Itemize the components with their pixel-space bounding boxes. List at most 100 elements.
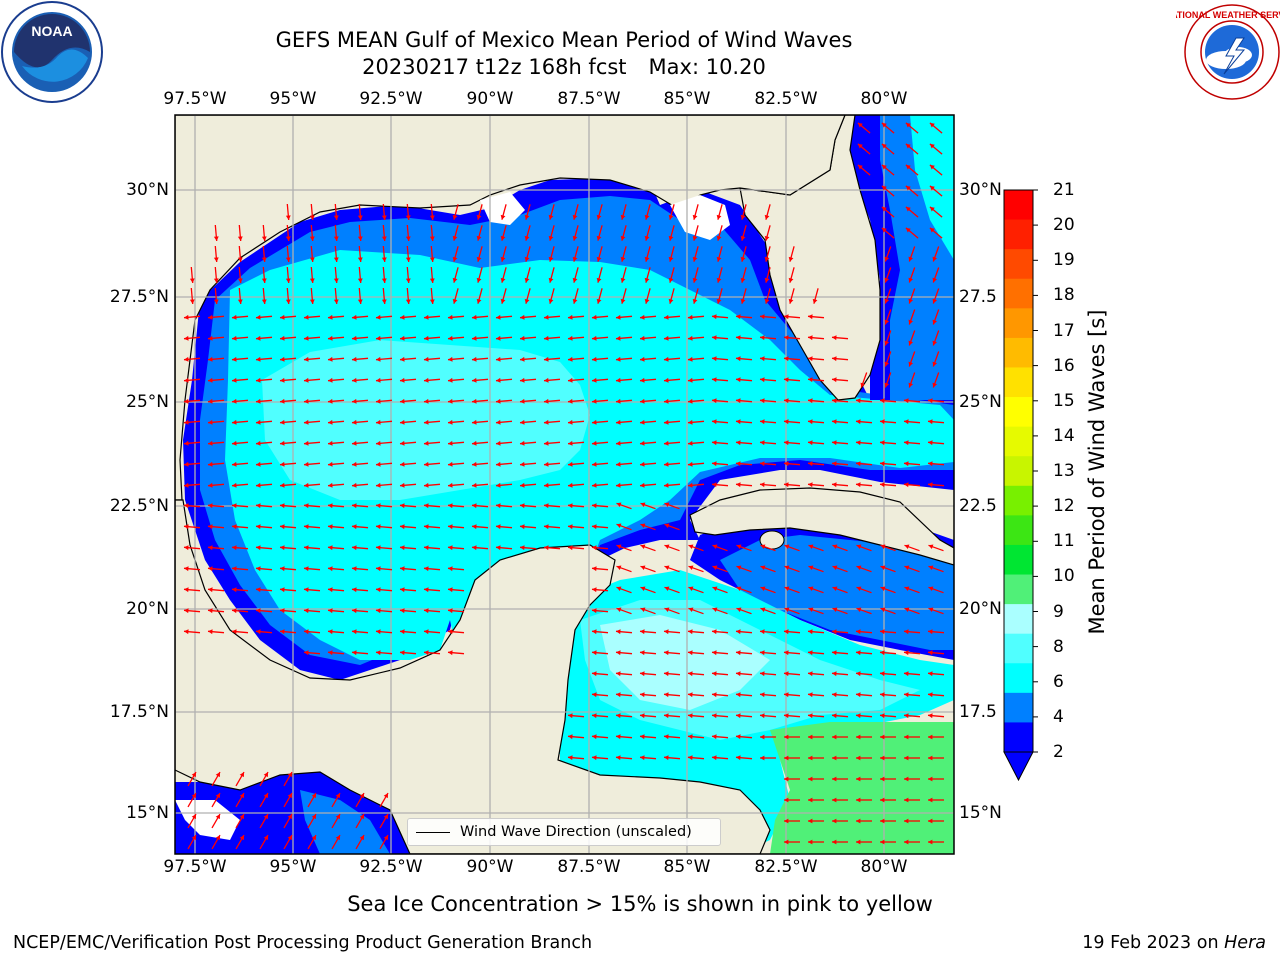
wave-direction-arrow — [279, 503, 297, 509]
wave-direction-arrow — [183, 503, 201, 509]
map-plot-area — [175, 115, 954, 854]
wave-direction-arrow — [231, 356, 249, 362]
wave-direction-arrow — [279, 377, 297, 383]
wave-direction-arrow — [591, 545, 609, 551]
wave-direction-arrow — [928, 755, 944, 761]
wave-direction-arrow — [327, 335, 345, 341]
wave-direction-arrow — [927, 461, 945, 467]
wave-direction-arrow — [932, 351, 940, 367]
wave-direction-arrow — [688, 565, 704, 573]
wave-direction-arrow — [663, 377, 681, 383]
wave-direction-arrow — [879, 461, 897, 467]
wave-direction-arrow — [255, 398, 273, 404]
wave-direction-arrow — [615, 713, 633, 719]
wave-direction-arrow — [255, 461, 273, 467]
wave-direction-arrow — [856, 776, 872, 782]
wave-direction-arrow — [495, 335, 513, 341]
wave-direction-arrow — [735, 755, 753, 761]
wave-direction-arrow — [591, 419, 609, 425]
wave-direction-arrow — [663, 440, 681, 446]
wave-direction-arrow — [880, 586, 896, 594]
wave-direction-arrow — [664, 607, 680, 615]
wave-direction-arrow — [279, 461, 297, 467]
wave-direction-arrow — [908, 309, 916, 325]
wave-direction-arrow — [351, 482, 369, 488]
wave-direction-arrow — [903, 482, 921, 488]
wave-direction-arrow — [375, 587, 393, 593]
wave-direction-arrow — [783, 419, 801, 425]
wave-direction-arrow — [640, 607, 656, 615]
wave-direction-arrow — [687, 629, 705, 635]
colorbar-segment — [1004, 278, 1033, 309]
wave-direction-arrow — [189, 266, 195, 284]
wave-direction-arrow — [211, 771, 221, 787]
wave-direction-arrow — [279, 608, 297, 614]
wave-direction-arrow — [711, 650, 729, 656]
map-legend: Wind Wave Direction (unscaled) — [407, 818, 721, 846]
wave-direction-arrow — [880, 818, 896, 824]
wave-direction-arrow — [500, 246, 507, 262]
lat-label-right-4: 22.5 — [959, 496, 997, 516]
wave-direction-arrow — [932, 372, 940, 388]
wave-direction-arrow — [711, 398, 729, 404]
wave-direction-arrow — [500, 267, 507, 283]
wave-direction-arrow — [711, 335, 729, 341]
wave-direction-arrow — [495, 356, 513, 362]
wave-direction-arrow — [213, 287, 219, 305]
wave-direction-arrow — [279, 419, 297, 425]
wave-direction-arrow — [687, 755, 705, 761]
wave-direction-arrow — [692, 225, 699, 241]
wave-direction-arrow — [928, 565, 944, 573]
wave-direction-arrow — [615, 671, 633, 677]
wave-direction-arrow — [495, 461, 513, 467]
wave-direction-arrow — [784, 734, 800, 740]
wave-direction-arrow — [616, 586, 632, 594]
wave-direction-arrow — [331, 792, 341, 808]
wave-direction-arrow — [351, 587, 369, 593]
wave-direction-arrow — [375, 377, 393, 383]
wave-direction-arrow — [327, 566, 345, 572]
wave-direction-arrow — [309, 245, 315, 263]
wave-direction-arrow — [663, 335, 681, 341]
wave-direction-arrow — [471, 545, 489, 551]
wave-direction-arrow — [880, 839, 896, 845]
wave-direction-arrow — [687, 377, 705, 383]
lat-label-left-4: 22.5°N — [109, 496, 169, 516]
wave-direction-arrow — [357, 287, 363, 305]
wave-direction-arrow — [688, 586, 704, 594]
wave-direction-arrow — [784, 797, 800, 803]
wave-direction-arrow — [524, 288, 531, 304]
wave-direction-arrow — [783, 356, 801, 362]
wave-direction-arrow — [812, 288, 819, 304]
wave-direction-arrow — [309, 203, 315, 221]
wave-direction-arrow — [187, 771, 197, 787]
wave-direction-arrow — [615, 629, 633, 635]
wave-direction-arrow — [908, 330, 916, 346]
wave-direction-arrow — [736, 607, 752, 615]
wave-direction-arrow — [831, 440, 849, 446]
wave-direction-arrow — [807, 419, 825, 425]
colorbar-extend-arrow — [1003, 751, 1034, 782]
wave-direction-arrow — [783, 713, 801, 719]
wave-direction-arrow — [692, 267, 699, 283]
wave-direction-arrow — [183, 566, 201, 572]
wave-direction-arrow — [928, 776, 944, 782]
wave-direction-arrow — [429, 287, 435, 305]
wave-direction-arrow — [235, 813, 245, 829]
wave-direction-arrow — [519, 377, 537, 383]
map-frame — [174, 114, 955, 855]
wave-direction-arrow — [807, 671, 825, 677]
wave-direction-arrow — [447, 587, 465, 593]
wave-direction-arrow — [231, 461, 249, 467]
wave-direction-arrow — [471, 335, 489, 341]
wave-direction-arrow — [831, 398, 849, 404]
wave-direction-arrow — [905, 206, 919, 218]
wave-direction-arrow — [375, 356, 393, 362]
wave-direction-arrow — [183, 482, 201, 488]
wave-direction-arrow — [333, 224, 339, 242]
wave-direction-arrow — [620, 246, 627, 262]
lon-label-top-5: 87.5°W — [557, 89, 621, 109]
wave-direction-arrow — [283, 813, 293, 829]
wave-direction-arrow — [231, 503, 249, 509]
wave-direction-arrow — [207, 524, 225, 530]
